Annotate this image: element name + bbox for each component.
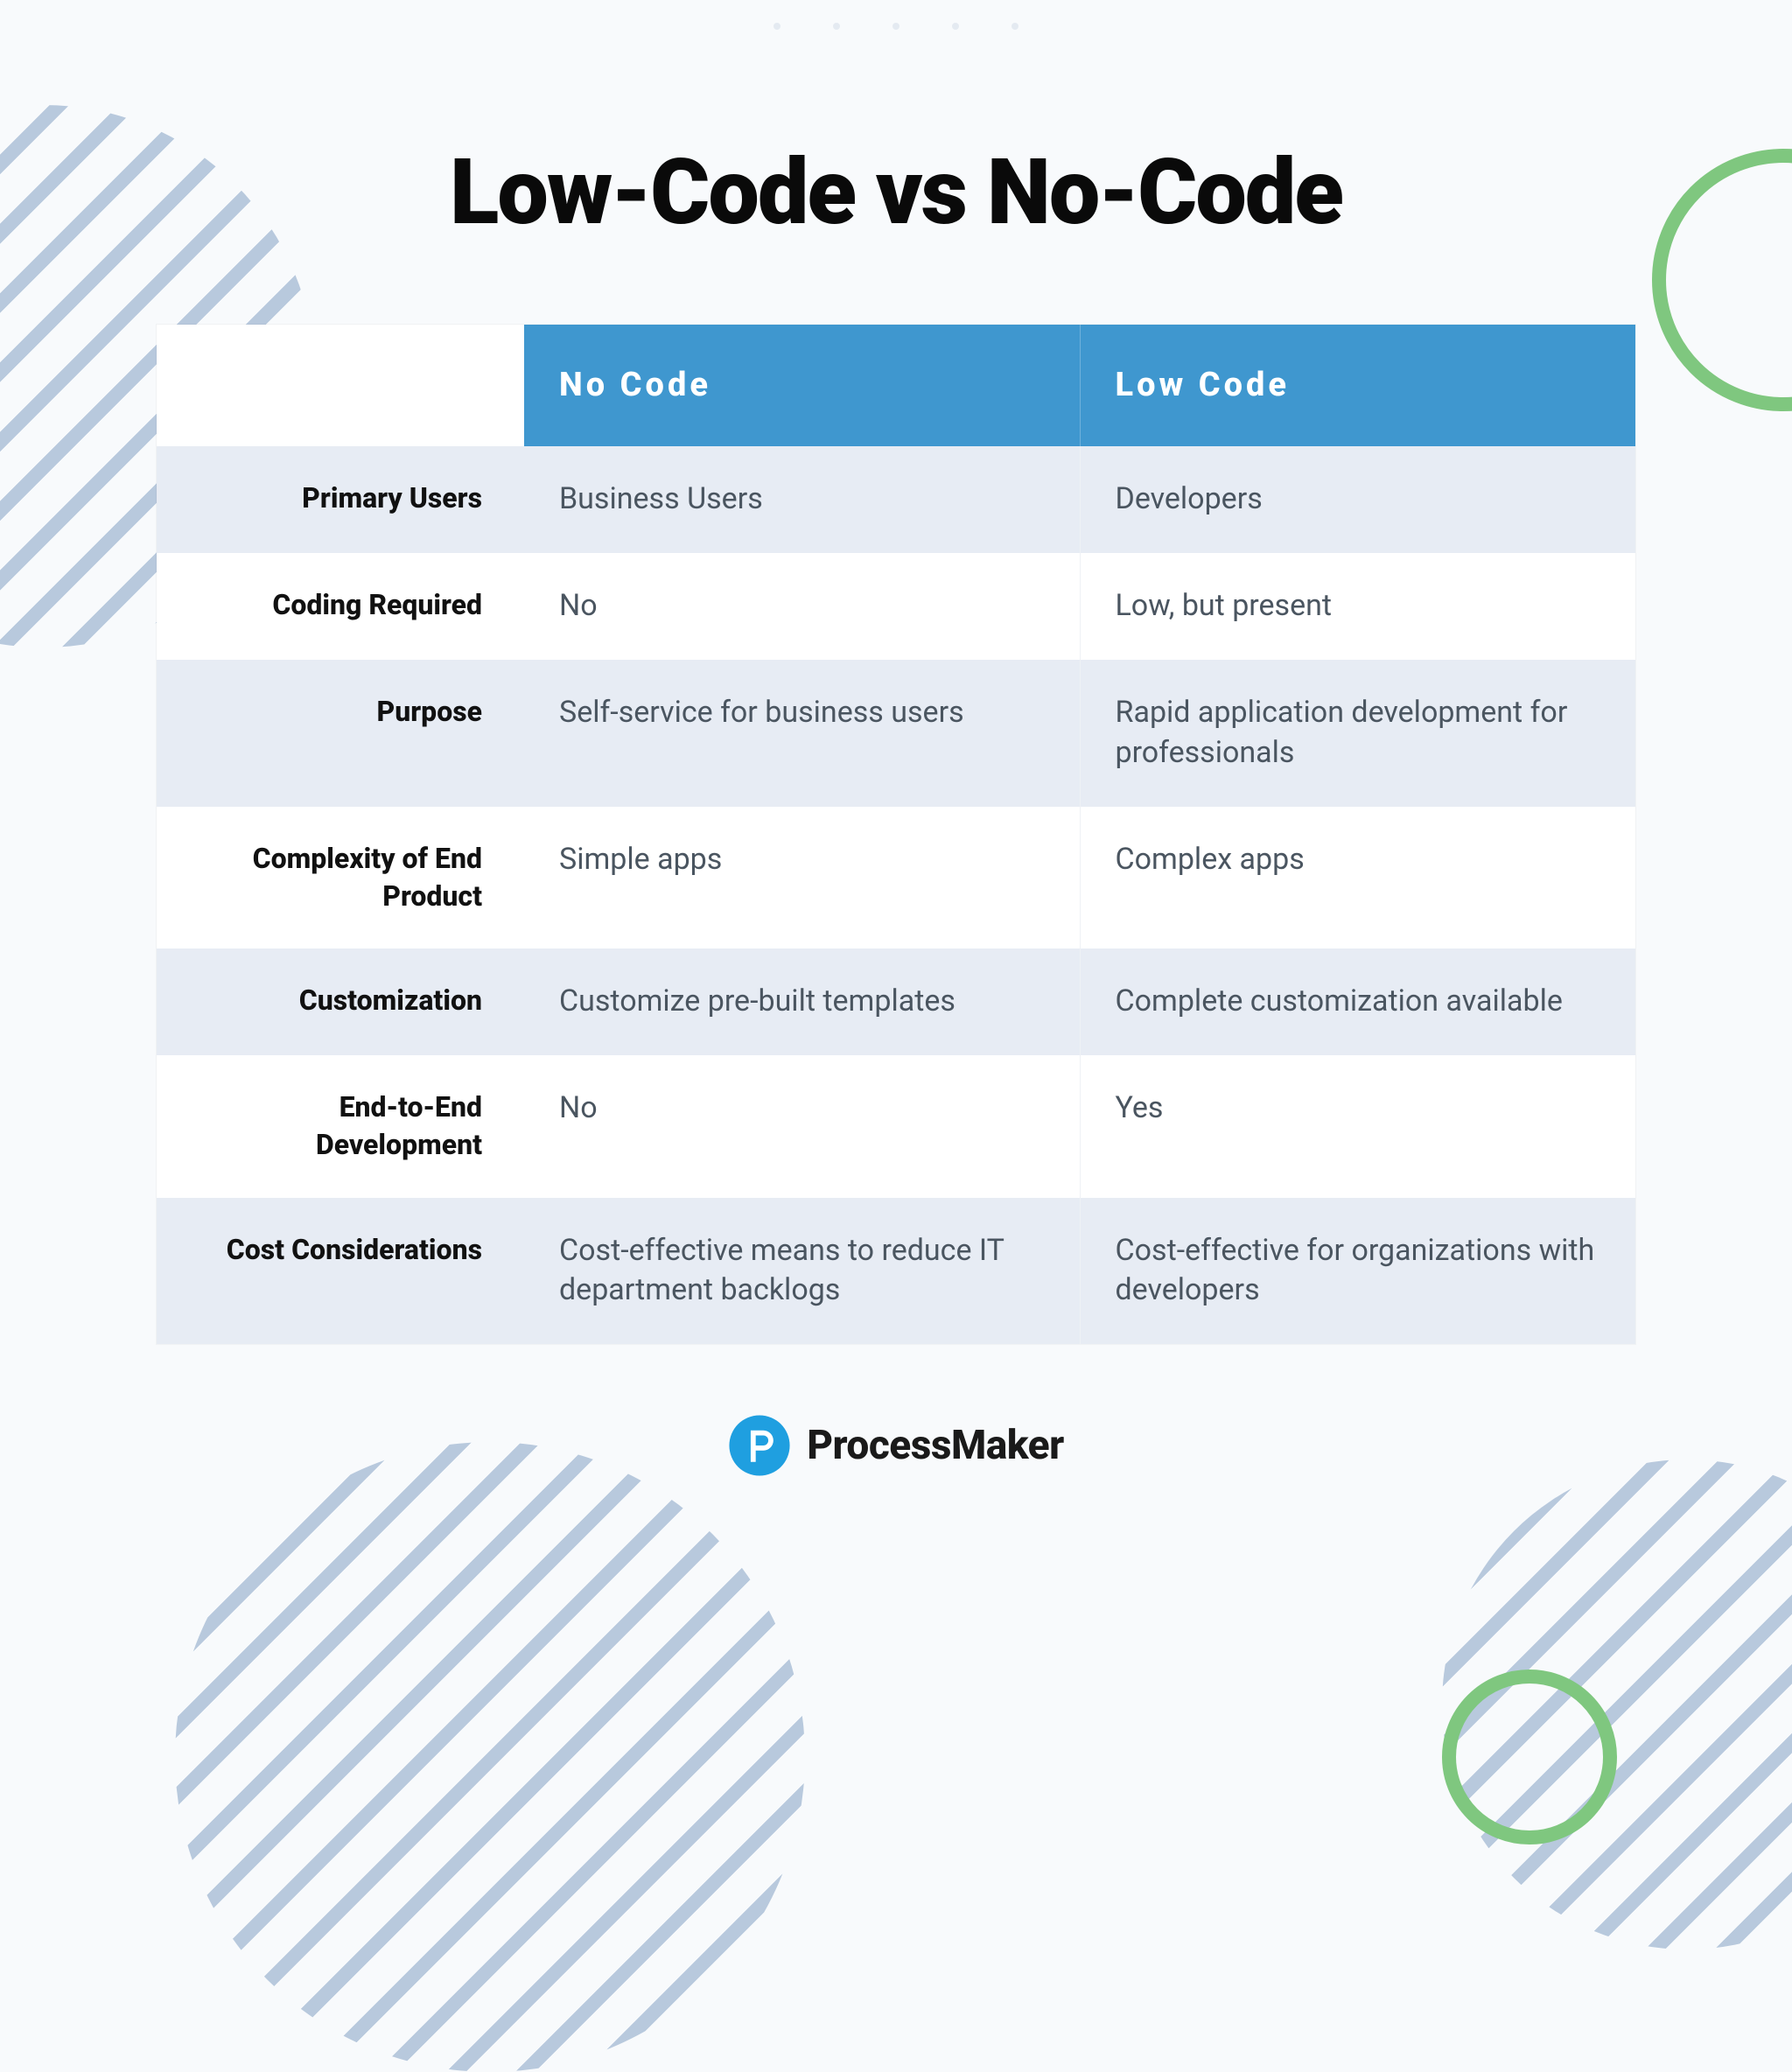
- table-header-row: No Code Low Code: [157, 325, 1635, 446]
- brand-name: ProcessMaker: [807, 1422, 1064, 1469]
- table-row: Cost ConsiderationsCost-effective means …: [157, 1198, 1635, 1345]
- brand-logo-icon: [728, 1414, 791, 1477]
- table-row: Coding RequiredNoLow, but present: [157, 553, 1635, 660]
- comparison-table: No Code Low Code Primary UsersBusiness U…: [157, 325, 1635, 1344]
- row-label: Purpose: [157, 660, 524, 807]
- decorative-stripes-bottom-left: [175, 1442, 805, 2072]
- table-header-low-code: Low Code: [1080, 325, 1635, 446]
- row-label: Complexity of End Product: [157, 807, 524, 948]
- table-header-no-code: No Code: [524, 325, 1080, 446]
- cell-low-code: Developers: [1080, 446, 1635, 553]
- page-title: Low-Code vs No-Code: [450, 140, 1342, 246]
- cell-low-code: Cost-effective for organizations with de…: [1080, 1198, 1635, 1345]
- cell-no-code: No: [524, 1055, 1080, 1197]
- table-row: Primary UsersBusiness UsersDevelopers: [157, 446, 1635, 553]
- table-row: End-to-End DevelopmentNoYes: [157, 1055, 1635, 1197]
- table-row: Complexity of End ProductSimple appsComp…: [157, 807, 1635, 948]
- cell-no-code: Business Users: [524, 446, 1080, 553]
- row-label: Customization: [157, 948, 524, 1055]
- cell-no-code: Customize pre-built templates: [524, 948, 1080, 1055]
- cell-no-code: Cost-effective means to reduce IT depart…: [524, 1198, 1080, 1345]
- table-header-spacer: [157, 325, 524, 446]
- cell-low-code: Complex apps: [1080, 807, 1635, 948]
- table-row: CustomizationCustomize pre-built templat…: [157, 948, 1635, 1055]
- row-label: End-to-End Development: [157, 1055, 524, 1197]
- cell-low-code: Yes: [1080, 1055, 1635, 1197]
- decorative-ring-bottom-right: [1442, 1670, 1617, 1844]
- row-label: Coding Required: [157, 553, 524, 660]
- cell-low-code: Low, but present: [1080, 553, 1635, 660]
- cell-low-code: Complete customization available: [1080, 948, 1635, 1055]
- cell-no-code: Simple apps: [524, 807, 1080, 948]
- cell-low-code: Rapid application development for profes…: [1080, 660, 1635, 807]
- cell-no-code: No: [524, 553, 1080, 660]
- row-label: Cost Considerations: [157, 1198, 524, 1345]
- row-label: Primary Users: [157, 446, 524, 553]
- table-row: PurposeSelf-service for business usersRa…: [157, 660, 1635, 807]
- brand-footer: ProcessMaker: [0, 1414, 1792, 1477]
- cell-no-code: Self-service for business users: [524, 660, 1080, 807]
